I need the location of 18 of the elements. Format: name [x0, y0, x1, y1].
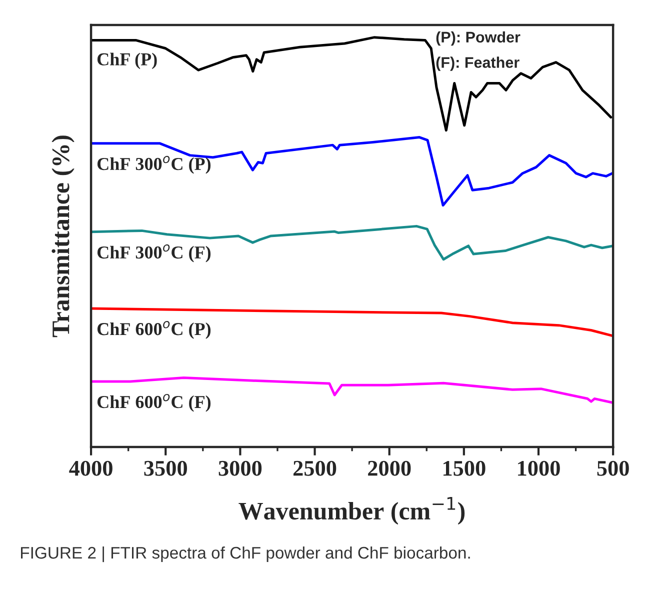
series-label: ChF 300$^{o}$C (F)	[97, 244, 211, 262]
x-axis-title: Wavenumber (cm$^{−1}$)	[238, 497, 465, 525]
x-tick-label: 3500	[144, 460, 187, 476]
x-tick-label: 2500	[293, 460, 336, 476]
annotation: (F): Feather	[436, 56, 520, 71]
series-label: ChF 600$^{o}$C (P)	[97, 321, 211, 339]
x-tick-label: 2000	[368, 460, 411, 476]
series-label: ChF 600$^{o}$C (F)	[97, 394, 211, 412]
y-axis-title: Transmittance (%)	[52, 136, 74, 338]
x-tick-label: 4000	[69, 460, 112, 476]
series-label: ChF 300$^{o}$C (P)	[97, 156, 211, 174]
x-tick-label: 500	[597, 460, 629, 476]
x-tick-label: 1000	[518, 460, 560, 476]
x-tick-label: 3000	[218, 460, 262, 476]
x-tick-label: 1500	[443, 460, 486, 476]
annotation: (P): Powder	[436, 31, 520, 46]
caption: FIGURE 2 | FTIR spectra of ChF powder and ChF biocarbon.	[21, 546, 470, 562]
series-label: ChF (P)	[97, 52, 157, 70]
